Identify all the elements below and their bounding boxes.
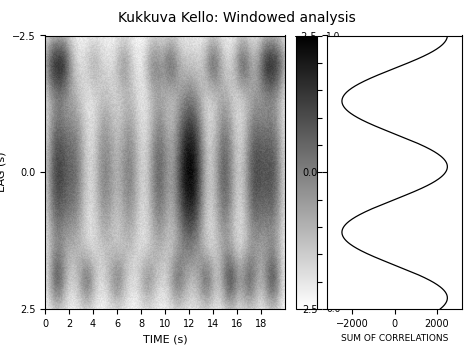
Text: Kukkuva Kello: Windowed analysis: Kukkuva Kello: Windowed analysis (118, 11, 356, 24)
X-axis label: SUM OF CORRELATIONS: SUM OF CORRELATIONS (341, 334, 448, 343)
Y-axis label: LAG (s): LAG (s) (0, 152, 6, 192)
X-axis label: TIME (s): TIME (s) (143, 334, 187, 344)
